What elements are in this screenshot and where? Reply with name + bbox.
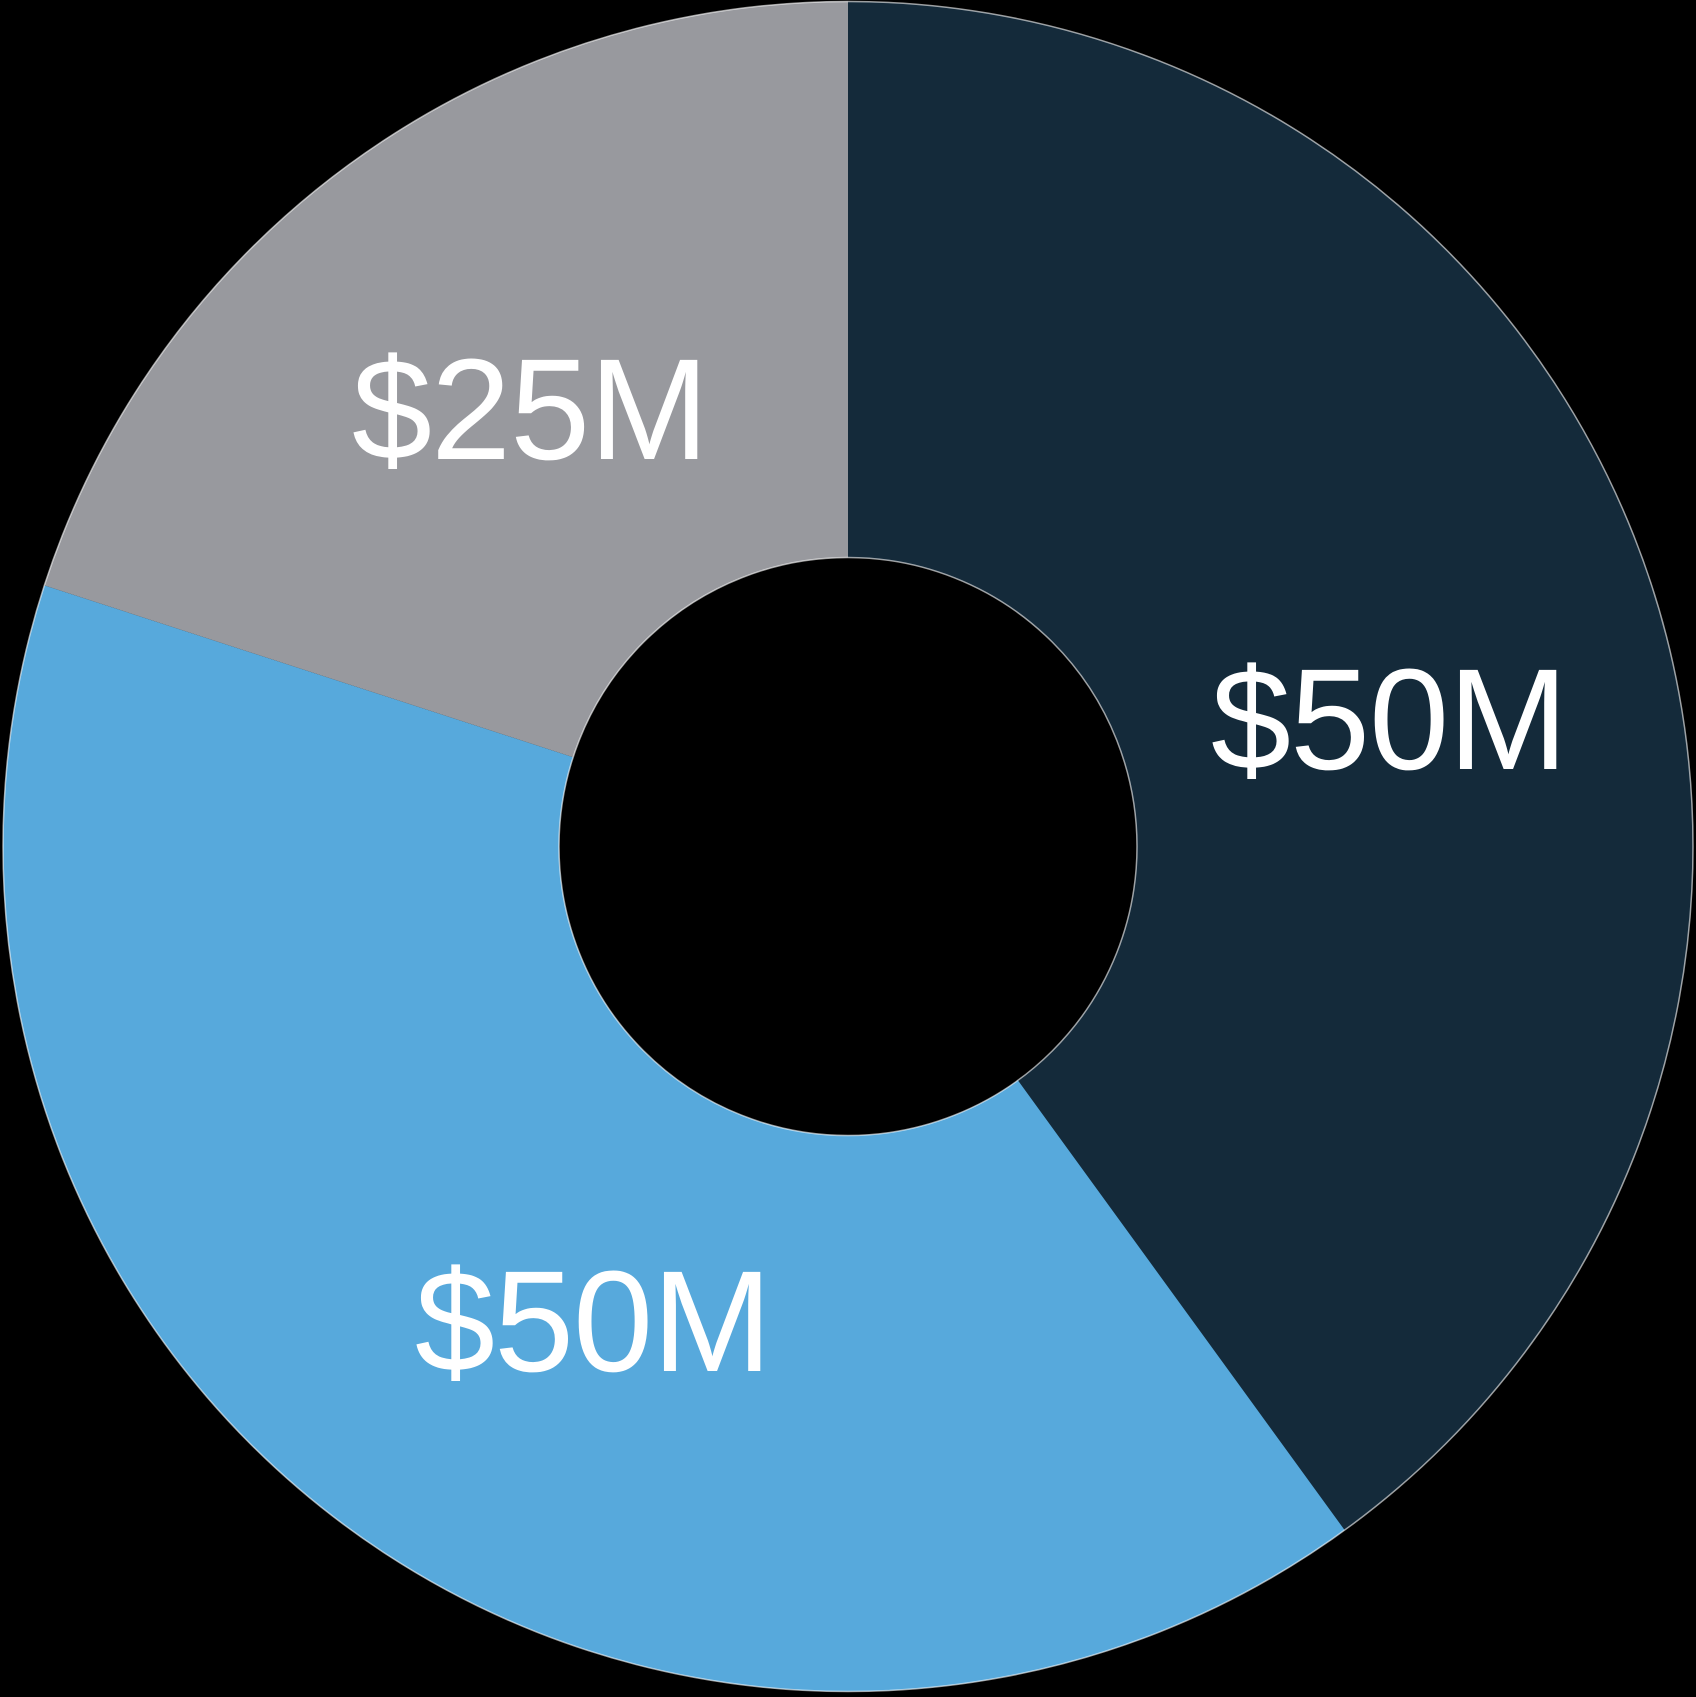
- donut-slice-1: [3, 585, 1345, 1692]
- donut-slice-2: [44, 1, 849, 758]
- inner-edge-hairline: [558, 556, 1138, 1137]
- donut-slice-0: [848, 1, 1694, 1531]
